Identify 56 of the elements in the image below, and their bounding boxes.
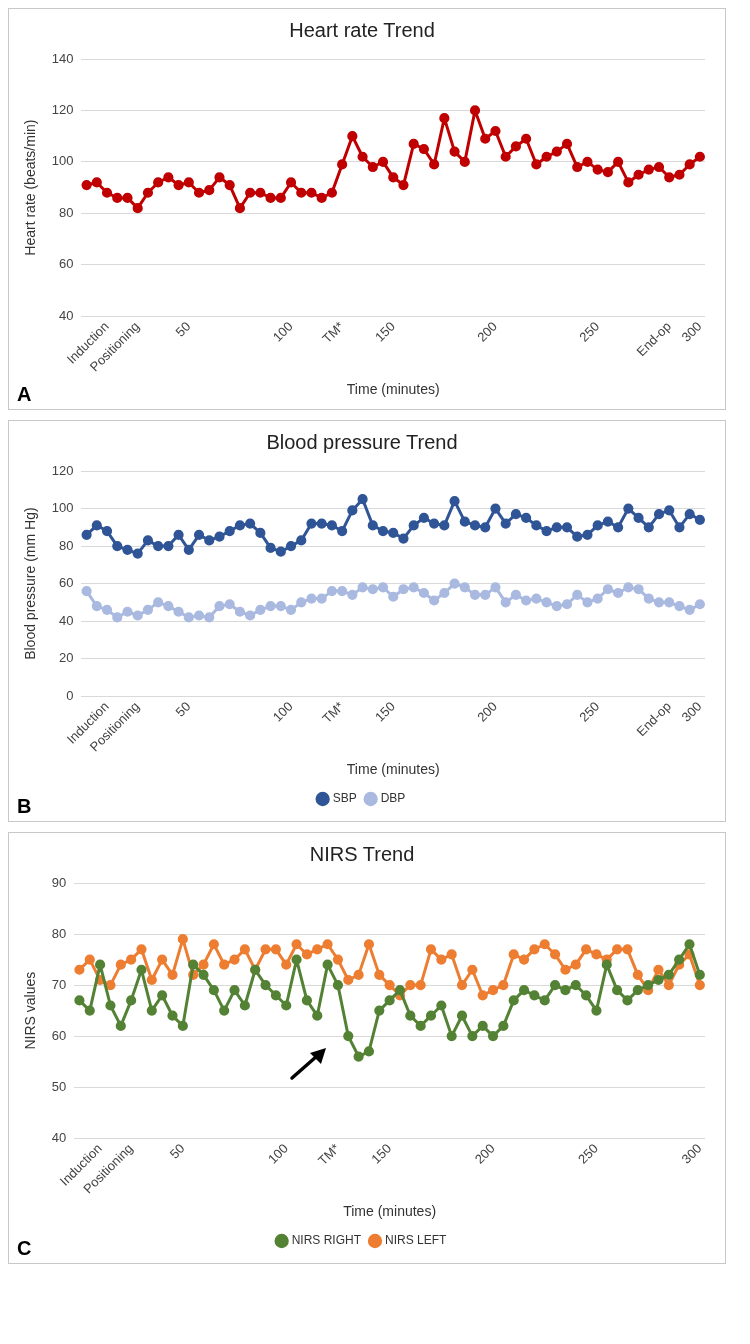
x-tick-label: 300 — [678, 318, 705, 345]
y-tick-label: 120 — [51, 462, 74, 478]
y-tick-label: 90 — [51, 874, 67, 890]
x-tick-label: 50 — [172, 318, 194, 340]
legend-label: NIRS RIGHT — [291, 1233, 362, 1248]
x-axis-title: Time (minutes) — [346, 381, 440, 398]
x-tick-label: TM* — [319, 318, 347, 347]
x-tick-label: 250 — [576, 318, 603, 345]
chart-title: Heart rate Trend — [289, 18, 435, 41]
y-tick-label: 80 — [59, 204, 74, 220]
y-tick-label: 60 — [59, 256, 74, 272]
x-tick-label: TM* — [319, 698, 347, 727]
x-tick-label: 100 — [269, 698, 296, 725]
y-tick-label: 20 — [59, 650, 74, 666]
y-tick-label: 120 — [51, 102, 74, 118]
x-axis-title: Time (minutes) — [343, 1203, 437, 1220]
x-axis-title: Time (minutes) — [346, 761, 440, 778]
y-tick-label: 80 — [59, 537, 74, 553]
y-tick-label: 60 — [51, 1027, 67, 1043]
x-tick-label: 300 — [678, 698, 705, 725]
text: B — [17, 794, 32, 817]
y-tick-label: 40 — [59, 307, 74, 323]
x-tick-label: 50 — [166, 1140, 188, 1162]
x-tick-label: 50 — [172, 698, 194, 720]
chart-title: Blood pressure Trend — [266, 430, 458, 453]
x-tick-label: TM* — [315, 1140, 343, 1169]
x-tick-label: 300 — [678, 1140, 705, 1167]
y-tick-label: 140 — [51, 50, 74, 66]
legend-label: NIRS LEFT — [385, 1233, 448, 1248]
legend-label: DBP — [380, 791, 406, 806]
y-tick-label: 60 — [59, 575, 74, 591]
y-tick-label: 70 — [51, 976, 67, 992]
y-tick-label: 50 — [51, 1078, 67, 1094]
y-axis-title: NIRS values — [22, 971, 39, 1050]
chart-title: NIRS Trend — [309, 842, 415, 865]
x-tick-label: 250 — [575, 1140, 602, 1167]
y-tick-label: 100 — [51, 500, 74, 516]
x-tick-label: 150 — [371, 318, 398, 345]
x-tick-label: 200 — [474, 318, 501, 345]
y-axis-title: Blood pressure (mm Hg) — [22, 507, 39, 660]
x-tick-label: 150 — [368, 1140, 395, 1167]
text: A — [17, 382, 32, 405]
y-tick-label: 40 — [59, 612, 74, 628]
x-tick-label: 100 — [264, 1140, 291, 1167]
x-tick-label: 100 — [269, 318, 296, 345]
y-tick-label: 0 — [66, 687, 74, 703]
x-tick-label: 200 — [471, 1140, 498, 1167]
x-tick-label: 200 — [474, 698, 501, 725]
y-tick-label: 100 — [51, 153, 74, 169]
text: C — [17, 1236, 32, 1259]
y-axis-title: Heart rate (beats/min) — [22, 119, 39, 256]
x-tick-label: 150 — [371, 698, 398, 725]
y-tick-label: 80 — [51, 925, 67, 941]
x-tick-label: 250 — [576, 698, 603, 725]
y-tick-label: 40 — [51, 1129, 67, 1145]
legend-label: SBP — [332, 791, 357, 806]
